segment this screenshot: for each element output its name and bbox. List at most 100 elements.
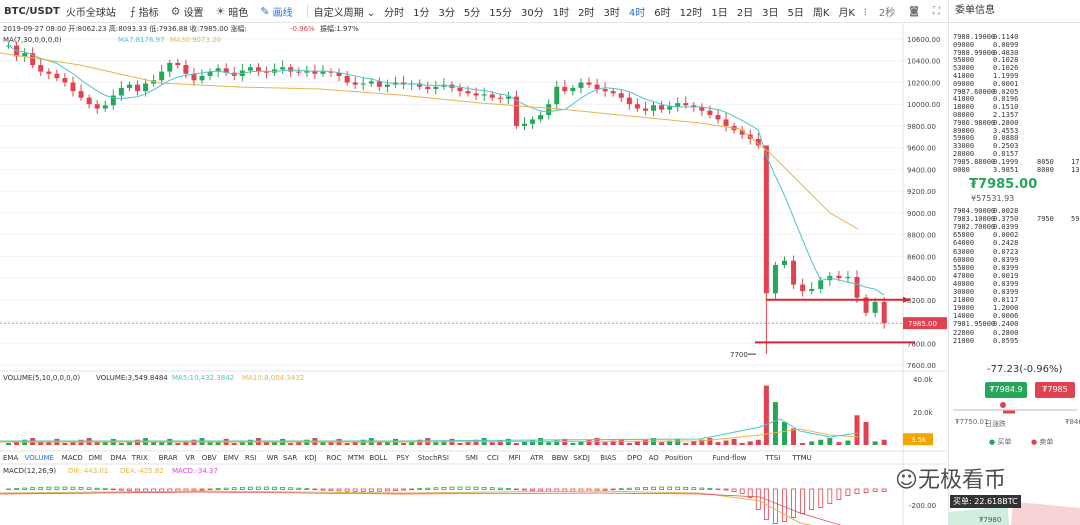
ask-row[interactable]: 41000 0.0196 xyxy=(953,95,1019,104)
period-10[interactable]: 6时 xyxy=(654,7,671,19)
bid-row[interactable]: 7983.10000 0.3750 7950 59 xyxy=(953,215,1080,224)
candle-body xyxy=(538,115,544,120)
indicator-tab-volume[interactable]: VOLUME xyxy=(25,454,54,462)
draw-line-button[interactable]: ✎ 画线 xyxy=(260,4,293,19)
indicator-tab-fund-flow[interactable]: Fund-flow xyxy=(713,454,747,462)
indicator-tab-roc[interactable]: ROC xyxy=(326,454,341,462)
indicator-tab-mfi[interactable]: MFI xyxy=(509,454,521,462)
indicator-tab-vr[interactable]: VR xyxy=(185,454,195,462)
indicator-tab-obv[interactable]: OBV xyxy=(202,454,217,462)
period-16[interactable]: 周K xyxy=(812,7,830,19)
period-7[interactable]: 2时 xyxy=(578,7,595,19)
indicator-tab-skdj[interactable]: SKDJ xyxy=(573,454,590,462)
indicator-tab-psy[interactable]: PSY xyxy=(396,454,410,462)
ask-row[interactable]: 53000 0.1026 xyxy=(953,64,1019,73)
bid-row[interactable]: 47000 0.0019 xyxy=(953,271,1019,280)
bid-row[interactable]: 65000 0.0002 xyxy=(953,231,1019,240)
indicator-tab-cci[interactable]: CCI xyxy=(487,454,499,462)
indicator-tab-bias[interactable]: BIAS xyxy=(600,454,617,462)
period-8[interactable]: 3时 xyxy=(603,7,620,19)
indicator-tab-stochrsi[interactable]: StochRSI xyxy=(418,454,449,462)
indicator-tab-wr[interactable]: WR xyxy=(267,454,279,462)
bid-row[interactable]: 64000 0.2428 xyxy=(953,239,1019,248)
daily-range-slider[interactable] xyxy=(949,400,1080,420)
period-13[interactable]: 2日 xyxy=(736,7,754,19)
bid-row[interactable]: 21000 0.0117 xyxy=(953,296,1019,305)
bid-row[interactable]: 63000 0.0723 xyxy=(953,247,1019,256)
indicator-tab-bbw[interactable]: BBW xyxy=(552,454,568,462)
indicator-tab-macd[interactable]: MACD xyxy=(62,454,83,462)
ask-row[interactable]: 0000 3.9851 8000 13 xyxy=(953,165,1080,174)
indicator-tab-brar[interactable]: BRAR xyxy=(159,454,178,462)
bid-row[interactable]: 7984.90000 0.0028 xyxy=(953,207,1019,215)
indicator-tab-ttsi[interactable]: TTSI xyxy=(764,454,780,462)
bid-row[interactable]: 22000 0.2800 xyxy=(953,328,1019,337)
kline-chart[interactable]: 10600.00 10400.00 10200.00 10000.00 9800.00 9… xyxy=(0,23,947,525)
bid-row[interactable]: 14000 0.0006 xyxy=(953,312,1019,321)
sell-price-button[interactable]: ₮7985 xyxy=(1035,382,1075,398)
period-9[interactable]: 4时 xyxy=(628,7,646,19)
settings-button[interactable]: ⚙ 设置 xyxy=(170,4,204,19)
indicator-tab-ema[interactable]: EMA xyxy=(3,454,18,462)
period-11[interactable]: 12时 xyxy=(679,7,703,19)
dark-mode-button[interactable]: ☀ 暗色 xyxy=(215,4,249,19)
bid-row[interactable]: 30000 0.0399 xyxy=(953,288,1019,296)
ohlc-legend: 2019-09-27 08:00 开:8062.23 高:8093.33 低:7… xyxy=(3,24,247,33)
bid-row[interactable]: 60000 0.0399 xyxy=(953,255,1019,264)
ask-row[interactable]: 09000 0.0099 xyxy=(953,40,1019,49)
indicator-tab-dmi[interactable]: DMI xyxy=(89,454,103,462)
bid-row[interactable]: 40000 0.0399 xyxy=(953,279,1019,288)
fullscreen-icon[interactable]: ⛶ xyxy=(933,5,940,17)
indicator-tab-rsi[interactable]: RSI xyxy=(245,454,256,462)
indicator-tab-atr[interactable]: ATR xyxy=(530,454,544,462)
indicator-tab-dpo[interactable]: DPO xyxy=(627,454,643,462)
ask-row[interactable]: 89000 3.4553 xyxy=(953,126,1019,135)
bid-row[interactable]: 19000 1.2000 xyxy=(953,304,1019,313)
indicator-tab-dma[interactable]: DMA xyxy=(110,454,126,462)
period-4[interactable]: 15分 xyxy=(489,7,513,19)
ask-row[interactable]: 7987.60000 0.0205 xyxy=(953,87,1019,96)
period-5[interactable]: 30分 xyxy=(521,7,544,19)
ask-row[interactable]: 08000 2.1357 xyxy=(953,111,1019,119)
ask-row[interactable]: 18000 0.1510 xyxy=(953,103,1019,112)
indicator-button[interactable]: ⨍ 指标 xyxy=(129,4,159,19)
ask-row[interactable]: 28000 0.0157 xyxy=(953,150,1019,158)
indicator-tab-ttmu[interactable]: TTMU xyxy=(791,454,812,462)
custom-period-dropdown[interactable]: 自定义周期 ⌄ xyxy=(313,7,376,19)
period-15[interactable]: 5日 xyxy=(787,7,804,19)
period-17[interactable]: 月K xyxy=(838,7,855,19)
ask-row[interactable]: 59000 0.0880 xyxy=(953,134,1019,143)
period-3[interactable]: 5分 xyxy=(463,7,481,19)
ask-row[interactable]: 7986.98000 0.2800 xyxy=(953,118,1019,127)
ask-row[interactable]: 7988.99000 0.4830 xyxy=(953,48,1019,57)
buy-price-button[interactable]: ₮7984.9 xyxy=(985,382,1027,398)
period-2[interactable]: 3分 xyxy=(438,7,455,19)
ask-row[interactable]: 7985.88000 0.1999 8050 17 xyxy=(953,157,1080,166)
ask-row[interactable]: 41000 1.1999 xyxy=(953,72,1019,80)
period-0[interactable]: 分时 xyxy=(384,7,405,19)
ask-row[interactable]: 95000 0.1028 xyxy=(953,56,1019,65)
bid-row[interactable]: 21000 0.0595 xyxy=(953,336,1019,345)
period-12[interactable]: 1日 xyxy=(711,7,728,19)
bid-row[interactable]: 7982.70000 0.0399 xyxy=(953,223,1019,232)
indicator-tab-ao[interactable]: AO xyxy=(649,454,660,462)
camera-icon[interactable]: ◙ xyxy=(909,5,919,17)
indicator-tab-kdj[interactable]: KDJ xyxy=(305,454,317,462)
indicator-tab-boll[interactable]: BOLL xyxy=(369,454,387,462)
period-1[interactable]: 1分 xyxy=(413,7,430,19)
indicator-tab-position[interactable]: Position xyxy=(665,454,692,462)
period-6[interactable]: 1时 xyxy=(552,7,570,19)
indicator-tab-smi[interactable]: SMI xyxy=(465,454,478,462)
symbol-label[interactable]: BTC/USDT xyxy=(4,5,60,17)
ask-row[interactable]: 33000 0.2503 xyxy=(953,142,1019,151)
indicator-tab-trix[interactable]: TRIX xyxy=(131,454,148,462)
refresh-interval[interactable]: 2秒 xyxy=(878,7,896,19)
ask-row[interactable]: 7988.19000 0.1140 xyxy=(953,33,1019,41)
indicator-tab-emv[interactable]: EMV xyxy=(223,454,238,462)
indicator-tab-mtm[interactable]: MTM xyxy=(348,454,364,462)
indicator-tab-sar[interactable]: SAR xyxy=(283,454,297,462)
bid-row[interactable]: 7981.95000 0.2400 xyxy=(953,320,1019,329)
bid-row[interactable]: 55000 0.0399 xyxy=(953,263,1019,272)
ask-row[interactable]: 09000 0.0001 xyxy=(953,79,1019,88)
period-14[interactable]: 3日 xyxy=(762,7,779,19)
